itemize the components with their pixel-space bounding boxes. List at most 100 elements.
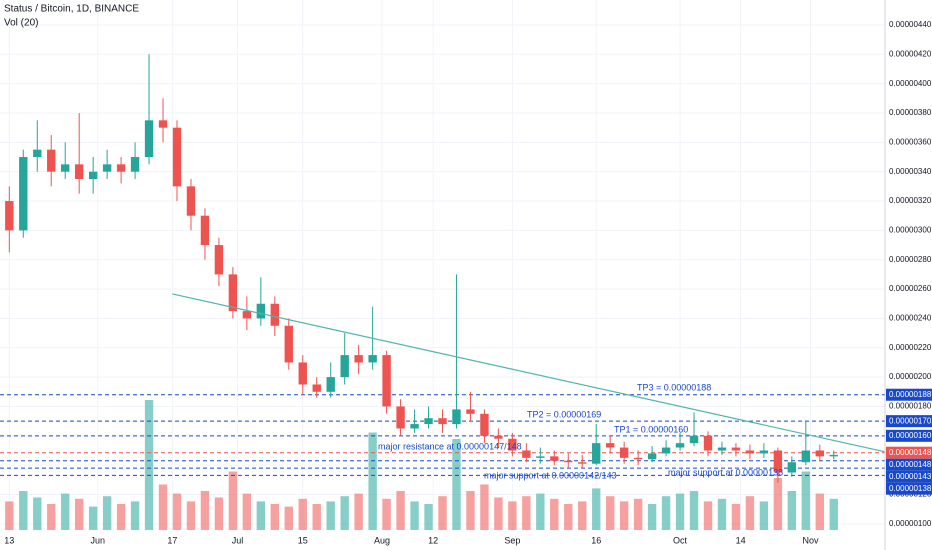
y-tick-label: 0.00000200 — [889, 372, 932, 381]
candle-body — [284, 325, 293, 363]
candle-body — [158, 120, 168, 128]
annotation: TP1 = 0.00000160 — [614, 424, 688, 434]
annotation: major support at 0.00000142/143 — [484, 470, 617, 480]
candle-body — [326, 377, 335, 392]
candle-body — [452, 409, 461, 425]
y-tick-label: 0.00000420 — [889, 49, 932, 58]
indicator-label: Vol (20) — [4, 18, 38, 29]
y-tick-label: 0.00000240 — [889, 314, 932, 323]
candle-body — [47, 149, 56, 172]
volume-bar — [550, 498, 559, 530]
x-tick-label: 16 — [591, 535, 601, 545]
volume-bar — [689, 491, 699, 530]
volume-bar — [745, 496, 755, 530]
volume-bar — [228, 471, 238, 530]
candle-body — [424, 418, 433, 425]
candle-body — [312, 384, 321, 392]
volume-bar — [186, 501, 196, 530]
candle-body — [829, 454, 838, 457]
volume-bar — [787, 491, 797, 530]
candle-body — [647, 453, 657, 460]
candle-body — [759, 450, 769, 454]
x-tick-label: 14 — [736, 535, 746, 545]
candle-body — [144, 120, 154, 158]
volume-bar — [242, 493, 252, 530]
x-tick-label: Nov — [802, 535, 819, 545]
candle-body — [717, 447, 727, 451]
volume-bar — [396, 491, 405, 530]
candle-body — [270, 303, 280, 326]
candle-body — [703, 435, 713, 451]
volume-bar — [536, 493, 545, 530]
volume-bar — [172, 493, 182, 530]
candle-body — [661, 447, 671, 454]
candle-body — [578, 462, 587, 464]
candle-body — [298, 362, 307, 385]
volume-bar — [717, 498, 727, 530]
volume-bar — [815, 493, 824, 530]
price-box-label: 0.00000160 — [889, 431, 932, 440]
volume-bar — [605, 496, 615, 530]
x-tick-label: 13 — [4, 535, 14, 545]
volume-bar — [592, 488, 601, 530]
volume-bar — [256, 501, 266, 530]
candle-body — [592, 443, 601, 464]
volume-bar — [675, 493, 685, 530]
candle-body — [522, 450, 531, 458]
volume-bar — [759, 501, 769, 530]
volume-bar — [829, 498, 838, 530]
candle-body — [368, 355, 377, 363]
price-box-label: 0.00000143 — [889, 472, 932, 481]
y-tick-label: 0.00000260 — [889, 284, 932, 293]
volume-bar — [5, 501, 14, 530]
candle-body — [33, 149, 42, 158]
annotation: major resistance at 0.00000147/148 — [378, 441, 522, 451]
price-box — [886, 388, 932, 401]
x-tick-label: Sep — [504, 535, 520, 545]
candle-body — [214, 245, 224, 275]
price-box — [886, 458, 932, 471]
candle-body — [773, 450, 783, 473]
volume-bar — [619, 501, 629, 530]
volume-bar — [703, 501, 713, 530]
price-box — [886, 429, 932, 442]
candle-body — [88, 171, 98, 180]
candle-body — [815, 450, 824, 457]
volume-bar — [508, 501, 517, 530]
volume-bar — [158, 484, 168, 530]
volume-bar — [88, 506, 98, 530]
volume-bar — [61, 493, 70, 530]
volume-bar — [130, 501, 140, 530]
volume-bar — [564, 504, 573, 530]
candle-body — [801, 450, 811, 463]
candle-body — [745, 450, 755, 454]
volume-bar — [633, 498, 643, 530]
volume-bar — [522, 496, 531, 530]
price-box-label: 0.00000148 — [889, 460, 932, 469]
x-tick-label: Aug — [374, 535, 390, 545]
candle-body — [382, 355, 391, 407]
volume-bar — [368, 432, 377, 530]
candle-body — [466, 409, 475, 414]
y-tick-label: 0.00000100 — [889, 519, 932, 528]
candle-body — [61, 164, 70, 172]
volume-bar — [438, 496, 447, 530]
candle-body — [396, 406, 405, 429]
candle-body — [410, 424, 419, 429]
x-tick-label: Jun — [91, 535, 106, 545]
volume-bar — [466, 491, 475, 530]
volume-bar — [74, 498, 84, 530]
volume-bar — [47, 504, 56, 530]
y-tick-label: 0.00000440 — [889, 20, 932, 29]
volume-bar — [326, 501, 335, 530]
price-box-label: 0.00000188 — [889, 390, 932, 399]
volume-bar — [298, 498, 307, 530]
price-box — [886, 415, 932, 428]
candle-body — [619, 447, 629, 458]
x-tick-label: Jul — [232, 535, 244, 545]
x-tick-label: 12 — [428, 535, 438, 545]
y-tick-label: 0.00000220 — [889, 343, 932, 352]
volume-bar — [424, 504, 433, 530]
volume-bar — [480, 484, 489, 530]
